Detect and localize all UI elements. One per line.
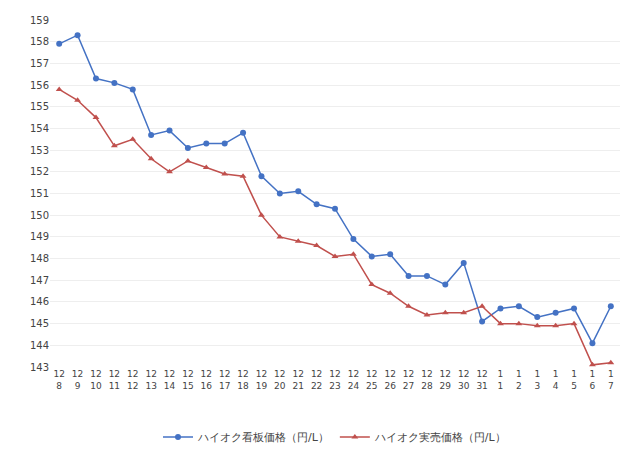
svg-text:1216: 1216 xyxy=(201,369,213,391)
svg-text:17: 17 xyxy=(608,369,614,391)
svg-text:1219: 1219 xyxy=(256,369,268,391)
svg-text:145: 145 xyxy=(30,318,49,329)
svg-text:15: 15 xyxy=(571,369,577,391)
svg-text:14: 14 xyxy=(553,369,559,391)
svg-text:13: 13 xyxy=(534,369,540,391)
svg-text:152: 152 xyxy=(30,166,49,177)
svg-text:148: 148 xyxy=(30,253,49,264)
svg-text:1230: 1230 xyxy=(458,369,470,391)
svg-text:1221: 1221 xyxy=(293,369,304,391)
svg-text:159: 159 xyxy=(30,15,49,26)
svg-text:155: 155 xyxy=(30,101,49,112)
svg-text:129: 129 xyxy=(72,369,83,391)
svg-text:1222: 1222 xyxy=(311,369,322,391)
svg-text:158: 158 xyxy=(30,36,49,47)
svg-text:ハイオク看板価格（円/L）: ハイオク看板価格（円/L） xyxy=(197,431,329,444)
svg-text:1213: 1213 xyxy=(145,369,156,391)
svg-text:ハイオク実売価格（円/L）: ハイオク実売価格（円/L） xyxy=(374,431,506,444)
svg-text:12: 12 xyxy=(516,369,522,391)
svg-text:147: 147 xyxy=(30,275,49,286)
svg-text:146: 146 xyxy=(30,296,49,307)
svg-text:1223: 1223 xyxy=(329,369,340,391)
svg-text:1215: 1215 xyxy=(182,369,193,391)
svg-text:1227: 1227 xyxy=(403,369,414,391)
svg-text:1228: 1228 xyxy=(421,369,433,391)
svg-text:144: 144 xyxy=(30,340,49,351)
svg-text:143: 143 xyxy=(30,362,49,373)
svg-text:1224: 1224 xyxy=(348,369,360,391)
svg-text:1225: 1225 xyxy=(366,369,377,391)
svg-text:1217: 1217 xyxy=(219,369,230,391)
svg-text:1220: 1220 xyxy=(274,369,286,391)
svg-text:1229: 1229 xyxy=(440,369,452,391)
svg-text:1210: 1210 xyxy=(90,369,102,391)
svg-text:16: 16 xyxy=(590,369,596,391)
svg-text:11: 11 xyxy=(498,369,504,391)
svg-text:1211: 1211 xyxy=(109,369,120,391)
svg-text:150: 150 xyxy=(30,210,49,221)
svg-text:149: 149 xyxy=(30,231,49,242)
svg-text:153: 153 xyxy=(30,145,49,156)
svg-text:154: 154 xyxy=(30,123,49,134)
svg-text:1231: 1231 xyxy=(476,369,487,391)
svg-text:156: 156 xyxy=(30,80,49,91)
svg-text:157: 157 xyxy=(30,58,49,69)
svg-text:1214: 1214 xyxy=(164,369,176,391)
svg-text:151: 151 xyxy=(30,188,49,199)
svg-text:1212: 1212 xyxy=(127,369,138,391)
svg-text:128: 128 xyxy=(53,369,64,391)
svg-text:1226: 1226 xyxy=(384,369,396,391)
svg-text:1218: 1218 xyxy=(237,369,249,391)
